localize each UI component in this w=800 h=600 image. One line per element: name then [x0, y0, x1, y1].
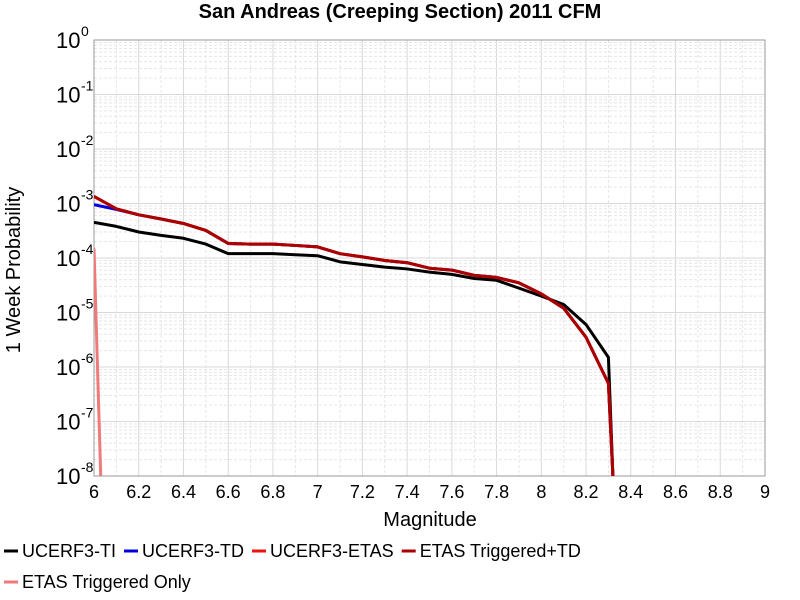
x-tick-label: 8.6 [663, 482, 688, 502]
x-tick-label: 7.4 [395, 482, 420, 502]
y-tick-label: 10 -7 [56, 405, 94, 435]
y-tick-exponent: -2 [81, 132, 94, 148]
y-tick-exponent: -1 [81, 78, 94, 94]
legend-label: UCERF3-ETAS [270, 541, 394, 561]
legend-label: ETAS Triggered Only [22, 572, 191, 592]
x-tick-label: 6.6 [216, 482, 241, 502]
x-tick-label: 8.8 [708, 482, 733, 502]
y-tick-base: 10 [56, 83, 80, 108]
series-line-etas-triggered-only [94, 248, 103, 476]
y-tick-base: 10 [56, 192, 80, 217]
x-tick-label: 7.6 [439, 482, 464, 502]
y-axis-label: 1 Week Probability [3, 187, 25, 353]
series-line-ucerf3-td [94, 203, 615, 476]
y-tick-label: 10 0 [56, 23, 89, 53]
legend-label: UCERF3-TD [142, 541, 244, 561]
x-tick-label: 8.2 [574, 482, 599, 502]
y-tick-label: 10 -5 [56, 296, 94, 326]
legend-item: ETAS Triggered+TD [401, 541, 581, 561]
legend-item: UCERF3-ETAS [252, 541, 394, 561]
y-tick-base: 10 [56, 410, 80, 435]
x-axis-ticks: 6 6.2 6.4 6.6 6.8 7 7.2 7.4 7.6 7.8 8 8.2 8.4 8.6 8.8 9 [89, 482, 770, 502]
y-tick-base: 10 [56, 28, 80, 53]
y-tick-label: 10 -3 [56, 187, 94, 217]
x-tick-label: 6.8 [260, 482, 285, 502]
y-tick-label: 10 -6 [56, 350, 94, 380]
y-tick-label: 10 -4 [56, 241, 94, 271]
y-tick-exponent: -3 [81, 187, 94, 203]
x-tick-label: 6 [89, 482, 99, 502]
x-tick-label: 8 [536, 482, 546, 502]
y-tick-base: 10 [56, 464, 80, 489]
legend-label: ETAS Triggered+TD [420, 541, 581, 561]
y-tick-base: 10 [56, 246, 80, 271]
y-tick-exponent: -8 [81, 459, 94, 475]
x-tick-label: 9 [760, 482, 770, 502]
legend-item: UCERF3-TI [4, 541, 116, 561]
y-tick-exponent: -4 [81, 241, 94, 257]
y-tick-exponent: -5 [81, 296, 94, 312]
grid [93, 40, 766, 477]
x-tick-label: 6.4 [171, 482, 196, 502]
y-tick-base: 10 [56, 355, 80, 380]
y-tick-base: 10 [56, 137, 80, 162]
x-tick-label: 7.8 [484, 482, 509, 502]
x-tick-label: 7.2 [350, 482, 375, 502]
legend-item: UCERF3-TD [124, 541, 244, 561]
y-tick-base: 10 [56, 301, 80, 326]
legend-item: ETAS Triggered Only [4, 572, 191, 592]
x-tick-label: 7 [313, 482, 323, 502]
y-tick-label: 10 -1 [56, 78, 94, 108]
series-lines [94, 195, 615, 476]
legend-label: UCERF3-TI [22, 541, 116, 561]
y-tick-exponent: 0 [81, 23, 89, 39]
y-tick-label: 10 -2 [56, 132, 94, 162]
chart-title: San Andreas (Creeping Section) 2011 CFM [199, 1, 602, 23]
y-tick-exponent: -7 [81, 405, 94, 421]
y-tick-label: 10 -8 [56, 459, 94, 489]
legend: UCERF3-TI UCERF3-TD UCERF3-ETAS ETAS Trigge… [4, 541, 581, 592]
x-tick-label: 6.2 [126, 482, 151, 502]
series-line-etas-triggered-td [94, 195, 615, 476]
x-tick-label: 8.4 [618, 482, 643, 502]
series-line-ucerf3-ti [94, 220, 615, 476]
y-tick-exponent: -6 [81, 350, 94, 366]
x-axis-label: Magnitude [383, 509, 476, 531]
